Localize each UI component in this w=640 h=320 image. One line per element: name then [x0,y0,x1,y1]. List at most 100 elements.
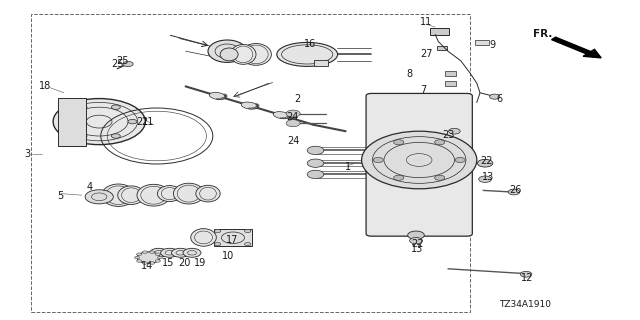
Text: 21: 21 [136,116,148,127]
Circle shape [142,262,147,264]
Bar [214,229,252,246]
Ellipse shape [196,185,220,202]
Text: 22: 22 [480,156,493,166]
Circle shape [435,175,445,180]
Circle shape [142,251,147,253]
Text: 12: 12 [521,273,534,283]
Circle shape [286,120,300,127]
Bar [58,98,86,146]
Ellipse shape [157,186,182,202]
Circle shape [156,253,161,255]
Circle shape [307,159,324,167]
Circle shape [408,231,424,239]
Circle shape [136,253,141,255]
Text: 13: 13 [481,172,494,182]
Text: 8: 8 [406,69,413,79]
Circle shape [78,134,87,138]
Ellipse shape [241,44,271,65]
Circle shape [172,248,189,257]
Bar [381,122,470,230]
Bar [314,60,328,66]
Circle shape [244,243,251,246]
Text: 23: 23 [442,130,454,140]
Circle shape [111,105,120,109]
Circle shape [161,248,179,257]
Text: 18: 18 [38,81,51,92]
Ellipse shape [118,186,145,204]
Text: 25: 25 [111,59,124,69]
FancyArrow shape [552,37,601,58]
Text: 20: 20 [178,258,191,268]
Circle shape [508,189,520,195]
Text: 16: 16 [303,39,316,49]
Text: 25: 25 [116,56,129,66]
Text: 17: 17 [225,235,238,245]
Circle shape [307,146,324,155]
Circle shape [137,252,160,263]
Circle shape [183,248,201,257]
Circle shape [111,134,120,138]
Text: 11: 11 [420,17,433,28]
Text: 3: 3 [24,148,30,159]
Ellipse shape [208,40,246,62]
Circle shape [435,140,445,145]
Ellipse shape [191,228,216,246]
Circle shape [244,229,251,233]
Circle shape [394,175,404,180]
Text: 14: 14 [141,261,154,271]
Circle shape [394,140,404,145]
Circle shape [136,260,141,262]
Circle shape [157,256,163,259]
Circle shape [150,251,155,253]
Text: 13: 13 [411,244,424,254]
Text: 4: 4 [86,182,93,192]
Circle shape [455,157,465,163]
Circle shape [214,229,221,233]
Text: 6: 6 [496,94,502,104]
Text: 22: 22 [411,239,424,249]
Bar [475,40,489,45]
Circle shape [128,119,137,124]
Text: 10: 10 [221,251,234,261]
Circle shape [85,190,113,204]
Circle shape [490,94,500,99]
Circle shape [449,128,460,134]
Bar [445,81,456,86]
Ellipse shape [173,183,204,204]
Circle shape [286,110,300,117]
Text: 2: 2 [294,94,301,104]
Text: 24: 24 [287,136,300,146]
Circle shape [150,262,155,264]
Bar [430,28,449,35]
Circle shape [61,119,70,124]
Circle shape [53,99,145,145]
Text: 21: 21 [141,116,154,127]
Circle shape [123,61,133,67]
Text: 9: 9 [490,40,496,50]
Ellipse shape [220,48,238,61]
Ellipse shape [241,102,258,109]
Bar [445,71,456,76]
Ellipse shape [102,184,135,206]
Text: 5: 5 [58,191,64,201]
Circle shape [373,157,383,163]
Text: 1: 1 [344,162,351,172]
Text: 24: 24 [286,112,299,122]
Circle shape [479,176,492,182]
Text: 19: 19 [193,258,206,268]
Circle shape [150,248,168,257]
Circle shape [477,159,493,167]
Text: 7: 7 [420,85,427,95]
FancyBboxPatch shape [366,93,472,236]
Circle shape [410,237,422,244]
Text: 15: 15 [161,258,174,268]
Text: FR.: FR. [533,28,552,39]
Ellipse shape [276,43,338,67]
Bar [31,14,470,312]
Circle shape [214,243,221,246]
Text: 27: 27 [420,49,433,60]
Ellipse shape [273,112,290,119]
Ellipse shape [137,184,170,206]
Circle shape [156,260,161,262]
Circle shape [520,271,532,277]
